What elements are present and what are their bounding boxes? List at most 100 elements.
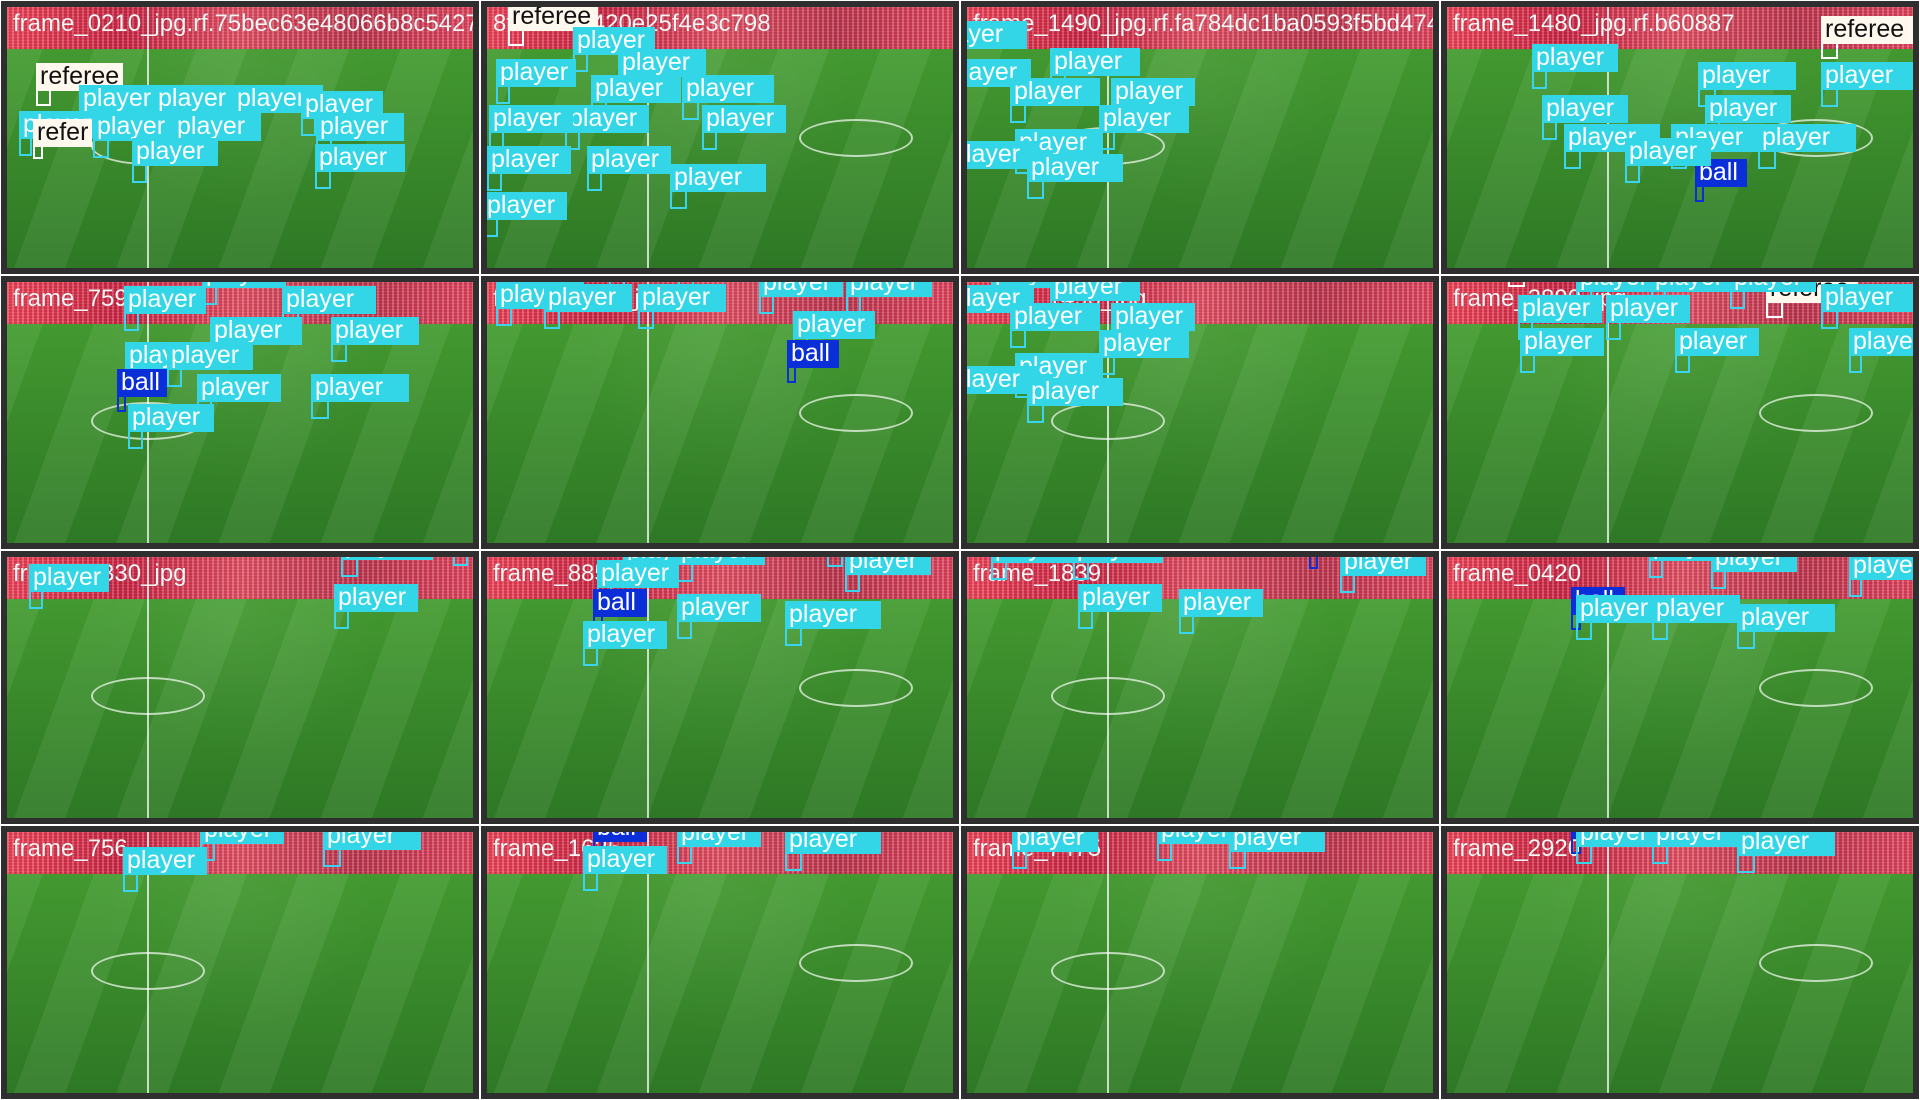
player-label: player xyxy=(1821,284,1913,312)
tile-image: 8f81cd01420e25f4e3c798 referee player playe… xyxy=(487,7,953,268)
tile-image: frame_1490_jpg.rf.fa784dc1ba0593f5bd4744… xyxy=(967,7,1433,268)
player-box xyxy=(453,557,468,566)
player-label: player xyxy=(1576,282,1666,292)
tile: frame_3890_jpgrefereerefereeplayerplayer… xyxy=(1440,275,1920,550)
player-label: player xyxy=(583,846,667,874)
player-label: player xyxy=(846,282,932,297)
player-label: player xyxy=(316,113,404,141)
center-circle xyxy=(799,119,913,157)
player-label: player xyxy=(123,847,207,875)
player-label: player xyxy=(544,284,632,312)
pitch xyxy=(7,832,473,1093)
player-label: player xyxy=(124,286,206,314)
player-label: player xyxy=(677,832,761,847)
player-label: player xyxy=(1821,62,1913,90)
player-label: player xyxy=(1651,282,1735,292)
tile: frame_0420refereeplayerplayerplayerplaye… xyxy=(1440,550,1920,825)
player-label: player xyxy=(1606,295,1690,323)
player-label: player xyxy=(1576,832,1664,847)
player-label: player xyxy=(845,557,931,575)
referee-label: referee xyxy=(508,7,598,31)
ball-label: ball xyxy=(117,369,167,397)
player-label: player xyxy=(759,282,843,297)
tile-image: frame_8856refereeplayerplayerplayerplaye… xyxy=(487,557,953,818)
tile: frame_1330_jpgplayerplayerballplayerplay… xyxy=(0,550,480,825)
pitch-line xyxy=(1607,282,1609,543)
player-label: player xyxy=(128,404,214,432)
tile: frame_1510_jpgplayerplayerplayerplayerpl… xyxy=(480,275,960,550)
player-label: player xyxy=(1111,78,1195,106)
center-circle xyxy=(1759,944,1873,982)
ball-label: ball xyxy=(593,832,647,842)
tile-caption: frame_1490_jpg.rf.fa784dc1ba0593f5bd4744… xyxy=(973,10,1433,37)
pitch xyxy=(967,832,1433,1093)
player-label: player xyxy=(282,286,376,314)
pitch-line xyxy=(1607,832,1609,1093)
player-label: player xyxy=(167,342,253,370)
pitch-line xyxy=(647,282,649,543)
player-label: player xyxy=(323,832,421,850)
player-label: player xyxy=(1652,832,1740,847)
center-circle xyxy=(1051,677,1165,715)
center-circle xyxy=(91,952,205,990)
player-label: player xyxy=(597,560,679,588)
player-label: player xyxy=(1012,832,1098,852)
tile-caption: frame_759 xyxy=(13,285,128,312)
player-label: player xyxy=(1111,303,1195,331)
pitch-line xyxy=(1607,557,1609,818)
player-label: player xyxy=(591,75,681,103)
pitch-line xyxy=(647,7,649,268)
center-circle xyxy=(799,944,913,982)
center-circle xyxy=(1051,402,1165,440)
player-label: player xyxy=(793,311,875,339)
player-label: player xyxy=(1099,330,1189,358)
player-label: player xyxy=(29,564,109,592)
player-label: player xyxy=(967,21,1027,49)
tile-image: frame_1839playerplayerplayerplayerplayer… xyxy=(967,557,1433,818)
tile: frame_7475refereeplayerplayerplayerplaye… xyxy=(960,825,1440,1100)
player-label: player xyxy=(1849,328,1913,356)
player-label: player xyxy=(1010,303,1100,331)
player-label: player xyxy=(587,146,671,174)
tile-image: frame_759refereeplayerplayerplayerplayer… xyxy=(7,282,473,543)
player-label: player xyxy=(1099,105,1189,133)
player-label: player xyxy=(1027,378,1123,406)
center-circle xyxy=(1759,669,1873,707)
player-label: player xyxy=(682,75,774,103)
tile: frame_0210_jpg.rf.75bec63e48066b8c542758… xyxy=(0,0,480,275)
player-label: player xyxy=(1518,295,1602,323)
ball-label: ball xyxy=(593,589,647,617)
tile-caption: frame_0210_jpg.rf.75bec63e48066b8c542758 xyxy=(13,10,473,37)
tile-image: frame_0210_jpg.rf.75bec63e48066b8c542758… xyxy=(7,7,473,268)
referee-label: refer xyxy=(33,119,93,147)
tile: frame_1625refereeplayerplayerplayerplaye… xyxy=(480,825,960,1100)
tile-image: frame_756refereeplayerplayerplayerplayer… xyxy=(7,832,473,1093)
player-label: player xyxy=(197,374,281,402)
player-label: player xyxy=(487,146,571,174)
player-label: player xyxy=(638,284,726,312)
referee-box xyxy=(1508,282,1525,287)
player-label: player xyxy=(1542,95,1628,123)
player-label: player xyxy=(173,113,261,141)
pitch-line xyxy=(647,832,649,1093)
player-label: player xyxy=(1050,48,1140,76)
player-label: player xyxy=(1073,557,1163,563)
tile: frame_756refereeplayerplayerplayerplayer… xyxy=(0,825,480,1100)
player-label: player xyxy=(967,141,1038,169)
player-label: player xyxy=(1737,832,1835,856)
player-label: player xyxy=(1758,124,1856,152)
player-label: player xyxy=(489,105,573,133)
tile-caption: frame_2920 xyxy=(1453,835,1582,862)
pitch-line xyxy=(647,557,649,818)
player-label: player xyxy=(200,832,284,844)
player-label: player xyxy=(496,59,576,87)
player-label: player xyxy=(1050,282,1140,301)
player-label: player xyxy=(1179,589,1263,617)
tile: frame_1490_jpg.rf.fa784dc1ba0593f5bd4744… xyxy=(960,0,1440,275)
player-label: player xyxy=(1625,138,1711,166)
player-label: player xyxy=(702,105,786,133)
player-label: player xyxy=(1698,62,1796,90)
tile-caption: frame_756 xyxy=(13,835,128,862)
player-label: player xyxy=(1675,328,1759,356)
